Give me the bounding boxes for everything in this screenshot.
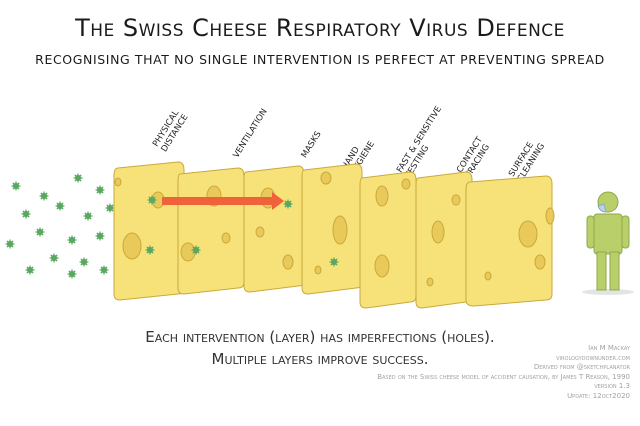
arrow-icon bbox=[162, 192, 284, 210]
cheese-layer-contact-tracing bbox=[415, 171, 473, 309]
virus-icon bbox=[66, 268, 78, 280]
virus-icon bbox=[38, 190, 50, 202]
virus-icon bbox=[82, 210, 94, 222]
virus-icon bbox=[72, 172, 84, 184]
credit-author: Ian M Mackay bbox=[588, 344, 630, 352]
virus-icon bbox=[190, 244, 202, 256]
virus-icon bbox=[24, 264, 36, 276]
virus-icon bbox=[144, 244, 156, 256]
credit-site: virologydownunder.com bbox=[556, 353, 630, 362]
cheese-layer-hand-hygiene bbox=[301, 163, 363, 295]
virus-icon bbox=[104, 202, 116, 214]
virus-icon bbox=[34, 226, 46, 238]
diagram-subtitle: Recognising that no single intervention … bbox=[35, 52, 605, 67]
caption-line-1: Each intervention (layer) has imperfecti… bbox=[145, 328, 495, 346]
cheese-layer-surface-cleaning bbox=[465, 175, 555, 307]
virus-icon bbox=[10, 180, 22, 192]
diagram-title: The Swiss Cheese Respiratory Virus Defen… bbox=[75, 14, 565, 42]
virus-cloud bbox=[4, 172, 116, 280]
virus-icon bbox=[54, 200, 66, 212]
cheese-layer-masks bbox=[243, 165, 305, 293]
credit-update: Update: 12oct2020 bbox=[567, 391, 630, 400]
virus-icon bbox=[94, 230, 106, 242]
credit-based: Based on the Swiss cheese model of accid… bbox=[377, 372, 630, 381]
cheese-layer-ventilation bbox=[177, 167, 245, 295]
virus-icon bbox=[146, 194, 158, 206]
virus-icon bbox=[4, 238, 16, 250]
virus-icon bbox=[98, 264, 110, 276]
virus-icon bbox=[282, 198, 294, 210]
virus-icon bbox=[20, 208, 32, 220]
credits: Ian M Mackay virologydownunder.com Deriv… bbox=[377, 344, 630, 402]
virus-icon bbox=[94, 184, 106, 196]
credit-version: version 1.3 bbox=[594, 382, 630, 391]
caption-line-2: Multiple layers improve success. bbox=[211, 350, 429, 368]
virus-icon bbox=[78, 256, 90, 268]
virus-icon bbox=[328, 256, 340, 268]
person-icon bbox=[582, 191, 634, 295]
cheese-layer-testing bbox=[359, 171, 417, 309]
caption: Each intervention (layer) has imperfecti… bbox=[0, 326, 640, 370]
cheese-layer-physical-distance bbox=[113, 161, 185, 301]
virus-icon bbox=[66, 234, 78, 246]
virus-icon bbox=[48, 252, 60, 264]
credit-derived: Derived from @sketchplanator bbox=[533, 363, 630, 372]
